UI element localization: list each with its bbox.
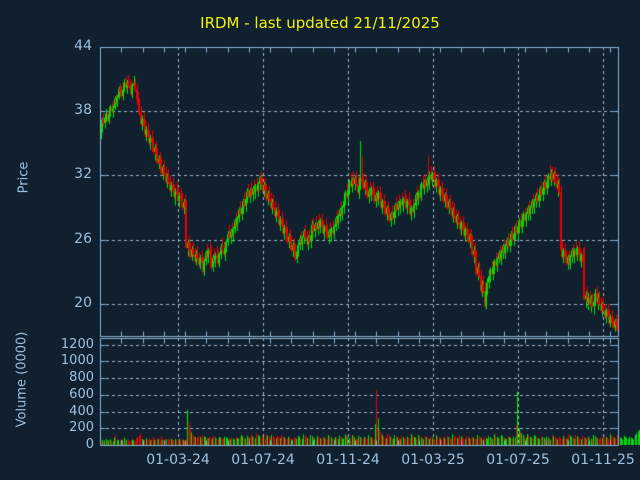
chart-canvas <box>0 0 640 480</box>
stock-chart-window: IRDM - last updated 21/11/2025 Price Vol… <box>0 0 640 480</box>
